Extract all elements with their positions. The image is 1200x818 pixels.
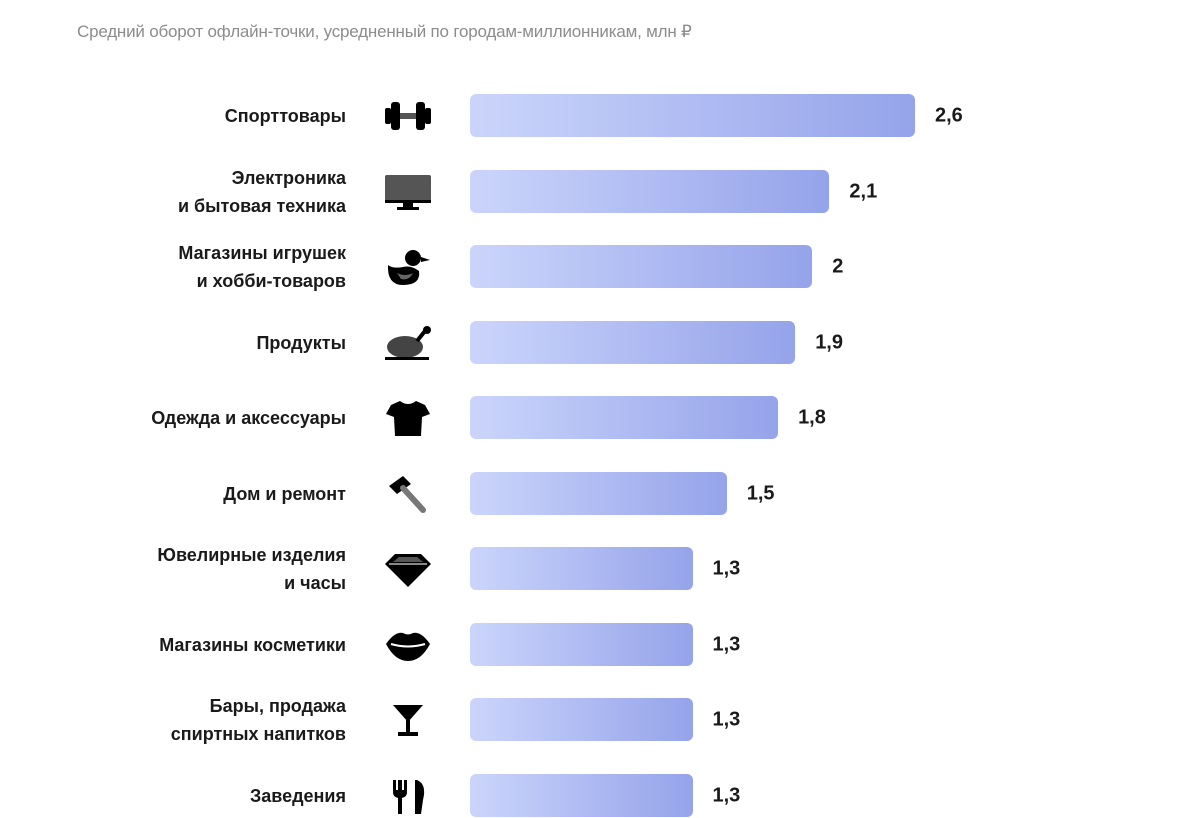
value-label: 1,3 — [712, 784, 741, 806]
bar — [470, 245, 813, 288]
bar — [470, 471, 727, 515]
chart-row: Дом и ремонт 1,5 — [0, 471, 1200, 516]
monitor-icon — [383, 170, 433, 214]
dumbbell-icon — [383, 94, 433, 138]
category-label-line: и хобби-товаров — [196, 271, 346, 291]
bar — [470, 396, 779, 439]
value-label: 2 — [832, 255, 844, 278]
chart-row: Спорттовары 2,6 — [0, 94, 1200, 138]
category-label-line: Магазины косметики — [159, 634, 346, 655]
chart-row: Продукты 1,9 — [0, 320, 1200, 365]
chart-row: Магазины игрушек и хобби-товаров 2 — [0, 243, 1200, 291]
fork-knife-icon — [383, 774, 433, 818]
category-label-line: спиртных напитков — [170, 724, 346, 744]
category-label-line: Спорттовары — [224, 106, 346, 126]
roast-chicken-icon — [383, 321, 433, 365]
category-label: Дом и ремонт — [223, 480, 346, 508]
category-label-line: и часы — [284, 573, 346, 593]
value-label: 1,9 — [815, 331, 843, 353]
chart-row: Бары, продажа спиртных напитков 1,3 — [0, 696, 1200, 744]
cocktail-glass-icon — [383, 698, 433, 742]
category-label-line: Магазины игрушек — [178, 243, 346, 263]
chart-row: Электроника и бытовая техника 2,1 — [0, 168, 1200, 216]
value-label: 1,8 — [798, 406, 826, 429]
category-label-line: Одежда и аксессуары — [151, 408, 346, 428]
bar — [470, 622, 693, 666]
hammer-icon — [383, 472, 433, 516]
bar — [470, 320, 796, 364]
chart-row: Ювелирные изделия и часы 1,3 — [0, 545, 1200, 593]
chart-row: Магазины косметики 1,3 — [0, 622, 1200, 667]
value-label: 1,3 — [712, 557, 741, 580]
chart-row: Заведения 1,3 — [0, 773, 1200, 818]
diamond-icon — [383, 547, 433, 591]
tshirt-icon — [383, 396, 433, 440]
value-label: 1,3 — [712, 633, 741, 655]
category-label-line: Дом и ремонт — [223, 483, 346, 504]
bar — [470, 94, 915, 137]
category-label-line: Продукты — [256, 332, 346, 353]
category-label-line: Электроника — [231, 167, 346, 188]
rubber-duck-icon — [383, 245, 433, 289]
value-label: 2,1 — [849, 180, 878, 202]
chart-row: Одежда и аксессуары 1,8 — [0, 396, 1200, 440]
bar — [470, 547, 693, 590]
bar — [470, 773, 693, 817]
category-label: Электроника и бытовая техника — [178, 164, 346, 220]
bar — [470, 169, 830, 213]
value-label: 1,5 — [746, 482, 775, 504]
category-label: Продукты — [256, 329, 346, 357]
category-label: Одежда и аксессуары — [151, 404, 346, 432]
category-label: Магазины косметики — [159, 631, 346, 659]
value-label: 2,6 — [935, 104, 963, 127]
lips-icon — [383, 623, 433, 667]
bar — [470, 698, 693, 741]
category-label: Магазины игрушек и хобби-товаров — [178, 239, 346, 295]
chart-subtitle: Средний оборот офлайн-точки, усредненный… — [77, 22, 692, 41]
category-label: Заведения — [250, 782, 346, 810]
category-label: Спорттовары — [225, 102, 346, 130]
category-label-line: Заведения — [249, 785, 346, 806]
category-label: Ювелирные изделия и часы — [157, 541, 346, 597]
category-label-line: Бары, продажа — [209, 696, 346, 716]
value-label: 1,3 — [712, 708, 741, 731]
category-label-line: Ювелирные изделия — [157, 545, 346, 565]
category-label: Бары, продажа спиртных напитков — [171, 692, 346, 748]
category-label-line: и бытовая техника — [177, 195, 346, 216]
